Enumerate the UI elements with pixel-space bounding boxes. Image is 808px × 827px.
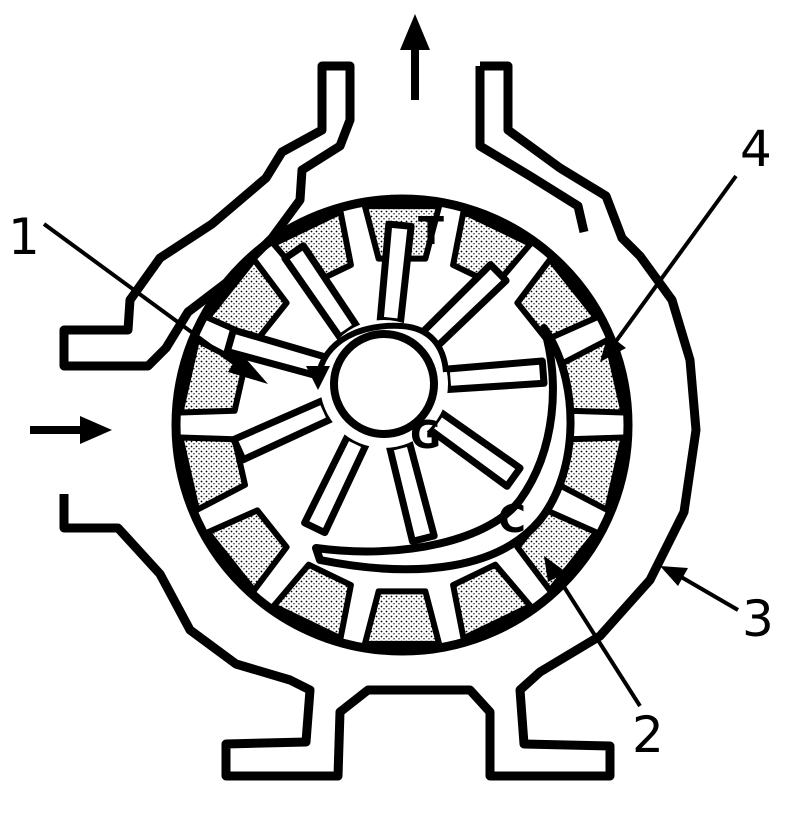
gear-tooth [376,220,415,326]
discharge-nozzle-right-wall [402,61,701,781]
discharge-inner-lip [475,66,589,234]
rotor-tooth [270,561,354,642]
leader-lines [42,174,740,708]
discharge-flow-arrow [400,14,430,100]
label-tooth: T [418,209,444,253]
pump-casing [59,61,701,781]
gear-tooth [418,261,510,351]
rotor-tooth [450,561,534,642]
rotor-tooth [514,507,600,594]
rotor-tooth [204,507,290,594]
rotor-tooth [514,256,600,343]
gear-tooth [301,433,370,537]
label-1: 1 [8,208,40,266]
gear-tooth [442,357,548,393]
leader-3 [674,572,740,612]
rotor-tooth [204,256,290,343]
label-3: 3 [742,590,774,648]
leader-1 [42,222,248,374]
label-2: 2 [632,706,664,764]
rotation-arrow [315,322,449,379]
leader-4-head [600,334,626,362]
leader-2 [550,566,642,708]
rotation-arrow-head [306,366,330,390]
suction-flange-lower [59,494,402,781]
label-gear: G [410,413,441,457]
discharge-nozzle-left-wall [59,61,355,371]
gear-tooth [386,439,438,545]
label-4: 4 [740,120,772,178]
leader-4 [612,174,738,346]
gear-tooth [425,409,524,490]
crescent-seal [312,324,575,574]
suction-flow-arrow [30,416,112,444]
rotor-chamber [171,194,633,656]
outer-rotor-teeth [180,203,624,647]
leader-1-head [228,352,268,384]
gear-tooth [230,397,335,464]
label-crescent: C [498,497,526,541]
leader-2-head [544,556,566,582]
leader-3-head [660,566,688,586]
shaft-circle [330,330,438,438]
rotor-tooth [361,588,443,647]
